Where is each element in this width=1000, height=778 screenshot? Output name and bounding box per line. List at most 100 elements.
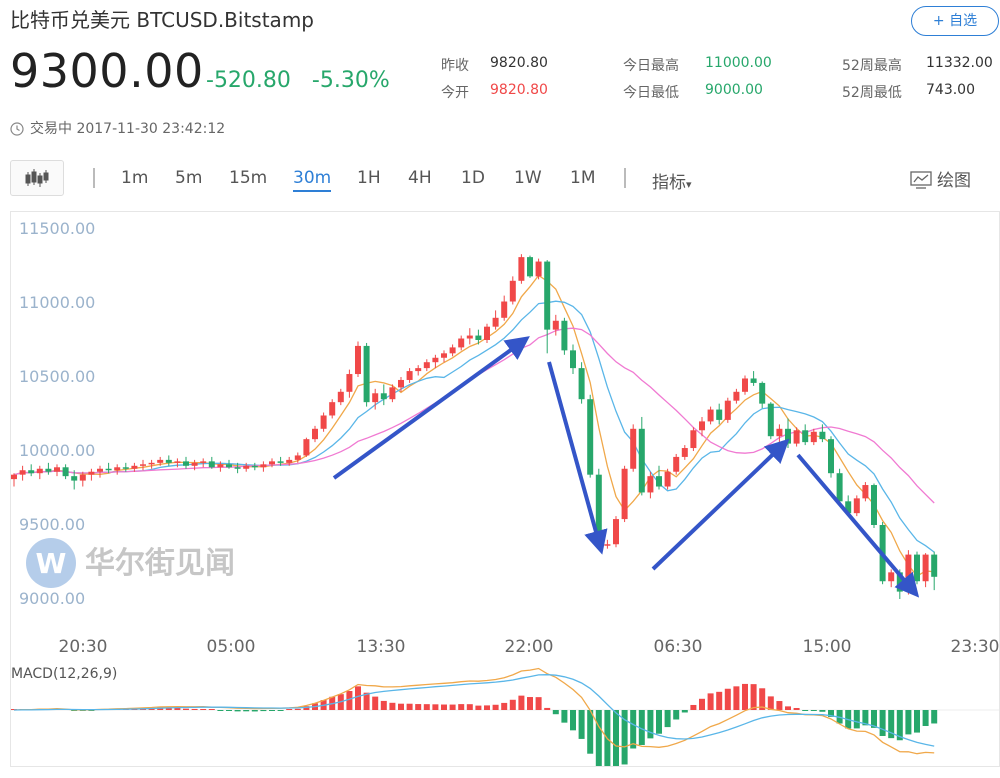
candle[interactable] <box>97 465 103 478</box>
candle[interactable] <box>36 465 43 480</box>
candle[interactable] <box>28 464 35 477</box>
candle[interactable] <box>449 344 456 357</box>
candle[interactable] <box>415 365 422 376</box>
candle[interactable] <box>226 459 232 469</box>
candle[interactable] <box>561 317 568 355</box>
interval-tab-30m[interactable]: 30m <box>293 168 332 192</box>
candle[interactable] <box>11 473 17 487</box>
candle[interactable] <box>570 344 576 375</box>
candle[interactable] <box>88 468 95 481</box>
candle[interactable] <box>54 464 60 477</box>
candle[interactable] <box>914 551 920 585</box>
candle[interactable] <box>234 462 241 474</box>
candle[interactable] <box>690 427 697 451</box>
candle[interactable] <box>71 470 78 490</box>
candle[interactable] <box>286 456 293 466</box>
add-to-watchlist-button[interactable]: + 自选 <box>911 6 999 36</box>
candle[interactable] <box>638 416 645 496</box>
candle[interactable] <box>337 388 344 406</box>
candle[interactable] <box>165 455 172 466</box>
interval-tab-5m[interactable]: 5m <box>175 168 203 188</box>
candlestick-chart[interactable]: W 华尔街见闻 11500.00 11000.00 10500.00 10000.00… <box>11 212 1000 778</box>
candle[interactable] <box>191 459 198 471</box>
candle[interactable] <box>346 369 353 398</box>
candle[interactable] <box>208 456 215 469</box>
candle[interactable] <box>828 436 834 478</box>
interval-tab-1H[interactable]: 1H <box>357 168 381 188</box>
candle[interactable] <box>587 394 594 478</box>
candle[interactable] <box>647 471 654 499</box>
candle[interactable] <box>888 569 895 588</box>
indicator-menu[interactable]: 指标▾ <box>652 168 692 193</box>
candle[interactable] <box>552 314 559 336</box>
candle[interactable] <box>810 428 817 446</box>
candle[interactable] <box>656 465 662 490</box>
draw-tool-button[interactable]: 绘图 <box>910 166 971 191</box>
candle[interactable] <box>355 341 361 377</box>
interval-tab-1M[interactable]: 1M <box>570 168 596 188</box>
candle[interactable] <box>312 425 318 443</box>
candle[interactable] <box>432 354 439 369</box>
candle[interactable] <box>501 295 508 321</box>
candle[interactable] <box>122 462 129 472</box>
candle[interactable] <box>750 371 757 386</box>
candle[interactable] <box>277 456 284 466</box>
candle[interactable] <box>140 459 146 471</box>
candle[interactable] <box>931 551 938 591</box>
interval-tab-4H[interactable]: 4H <box>408 168 432 188</box>
candle[interactable] <box>492 310 499 330</box>
candle[interactable] <box>716 403 723 425</box>
candle[interactable] <box>441 350 447 363</box>
candle[interactable] <box>114 464 121 475</box>
candle[interactable] <box>174 458 181 468</box>
chart-area[interactable]: W 华尔街见闻 11500.00 11000.00 10500.00 10000.00… <box>10 211 1000 778</box>
candle[interactable] <box>62 464 69 480</box>
candle[interactable] <box>363 342 370 407</box>
candle[interactable] <box>320 412 327 432</box>
candle[interactable] <box>518 254 525 284</box>
candle[interactable] <box>871 483 877 528</box>
candle[interactable] <box>767 402 774 440</box>
candle[interactable] <box>733 388 740 404</box>
candle[interactable] <box>673 453 680 475</box>
candle[interactable] <box>294 452 301 463</box>
candle[interactable] <box>724 397 731 423</box>
candle[interactable] <box>243 462 250 472</box>
candle[interactable] <box>183 456 189 469</box>
candle[interactable] <box>819 424 826 443</box>
candle[interactable] <box>527 255 533 278</box>
candle[interactable] <box>398 377 404 392</box>
candle[interactable] <box>372 388 379 410</box>
candle[interactable] <box>604 539 611 549</box>
candle[interactable] <box>922 553 929 588</box>
candle[interactable] <box>699 416 705 437</box>
candlestick-type-button[interactable] <box>10 160 64 196</box>
candle[interactable] <box>157 456 164 466</box>
candle[interactable] <box>251 462 258 471</box>
interval-tab-15m[interactable]: 15m <box>229 168 268 188</box>
candle[interactable] <box>475 329 482 345</box>
candle[interactable] <box>793 427 800 447</box>
candle[interactable] <box>853 495 860 517</box>
candle[interactable] <box>105 462 112 474</box>
candle[interactable] <box>802 424 809 446</box>
candle[interactable] <box>79 471 86 487</box>
candle[interactable] <box>544 260 551 354</box>
candle[interactable] <box>45 462 52 475</box>
candle[interactable] <box>406 368 413 383</box>
candle[interactable] <box>664 468 671 490</box>
interval-tab-1W[interactable]: 1W <box>514 168 542 188</box>
candle[interactable] <box>759 381 766 409</box>
candle[interactable] <box>148 459 155 469</box>
candle[interactable] <box>260 461 267 472</box>
candle[interactable] <box>458 335 465 351</box>
candle[interactable] <box>613 516 619 548</box>
interval-tab-1m[interactable]: 1m <box>121 168 149 188</box>
candle[interactable] <box>423 359 430 372</box>
candle[interactable] <box>621 465 628 523</box>
candle[interactable] <box>269 458 275 468</box>
candle[interactable] <box>200 458 207 468</box>
candle[interactable] <box>707 406 714 425</box>
candle[interactable] <box>681 445 688 460</box>
candle[interactable] <box>742 375 748 395</box>
